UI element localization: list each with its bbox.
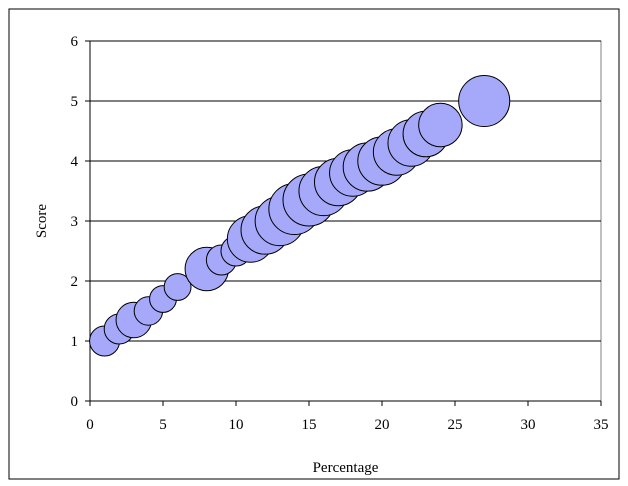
bubble-point-24 [458, 74, 511, 128]
x-tick-label: 5 [159, 417, 167, 433]
y-axis-title: Score [34, 204, 50, 238]
y-tick-label: 1 [71, 334, 79, 350]
x-tick-label: 30 [521, 417, 536, 433]
tick-labels: 0 1 2 3 4 5 6 0 5 10 15 20 25 30 35 [71, 34, 609, 433]
bubble-point-6 [163, 273, 192, 301]
x-tick-label: 0 [86, 417, 94, 433]
x-tick-label: 20 [375, 417, 390, 433]
y-tick-label: 5 [71, 94, 79, 110]
x-axis-title: Percentage [313, 460, 379, 476]
bubble-series [89, 74, 511, 357]
y-tick-label: 2 [71, 274, 79, 290]
x-tick-label: 35 [594, 417, 609, 433]
y-tick-label: 3 [71, 214, 79, 230]
y-tick-label: 6 [71, 34, 79, 50]
x-tick-label: 15 [302, 417, 317, 433]
x-tick-label: 10 [229, 417, 244, 433]
y-tick-label: 4 [71, 154, 79, 170]
x-tick-label: 25 [448, 417, 463, 433]
bubble-point-23 [418, 102, 463, 148]
y-tick-label: 0 [71, 394, 79, 410]
